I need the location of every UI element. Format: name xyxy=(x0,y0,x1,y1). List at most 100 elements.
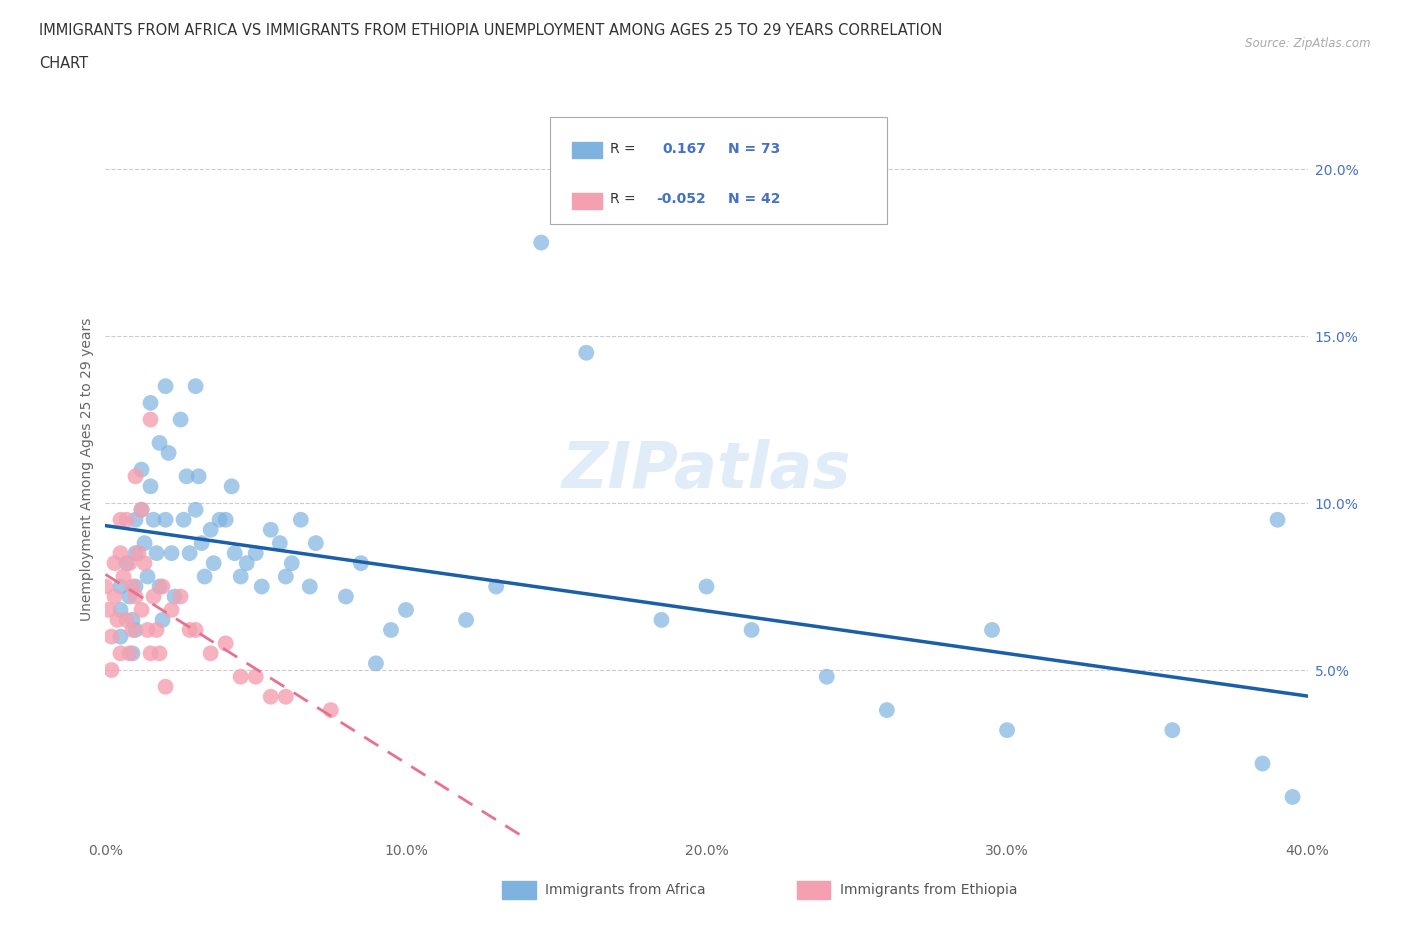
Point xyxy=(155,379,177,393)
Point xyxy=(214,636,236,651)
Point xyxy=(575,345,598,360)
Point xyxy=(110,579,132,594)
Point xyxy=(155,512,177,527)
Point xyxy=(118,645,141,660)
Point xyxy=(148,435,170,450)
Point xyxy=(142,512,165,527)
Text: N = 73: N = 73 xyxy=(728,141,780,155)
Point xyxy=(121,613,143,628)
Point xyxy=(1281,790,1303,804)
Point xyxy=(1161,723,1184,737)
Text: Source: ZipAtlas.com: Source: ZipAtlas.com xyxy=(1246,37,1371,50)
FancyBboxPatch shape xyxy=(572,142,602,158)
Point xyxy=(1251,756,1274,771)
Point xyxy=(136,622,159,637)
Point xyxy=(112,569,135,584)
Text: -0.052: -0.052 xyxy=(657,193,706,206)
Point xyxy=(110,645,132,660)
Point xyxy=(260,689,283,704)
Point xyxy=(131,502,153,517)
Point xyxy=(124,589,146,604)
Point xyxy=(115,512,138,527)
Point xyxy=(380,622,402,637)
Point xyxy=(815,670,838,684)
Point xyxy=(139,395,162,410)
Point xyxy=(124,579,146,594)
Point xyxy=(179,546,201,561)
Point xyxy=(124,622,146,637)
Point xyxy=(94,579,117,594)
Point xyxy=(454,613,477,628)
Point xyxy=(260,523,283,538)
Point xyxy=(121,622,143,637)
Point xyxy=(235,556,257,571)
Point xyxy=(121,645,143,660)
Text: CHART: CHART xyxy=(39,56,89,71)
Point xyxy=(274,569,297,584)
Point xyxy=(152,579,174,594)
Point xyxy=(395,603,418,618)
Point xyxy=(139,412,162,427)
Point xyxy=(139,479,162,494)
Point xyxy=(184,502,207,517)
Point xyxy=(650,613,672,628)
Point xyxy=(169,412,191,427)
Point xyxy=(128,546,150,561)
Point xyxy=(290,512,312,527)
Point xyxy=(131,462,153,477)
Point xyxy=(485,579,508,594)
Point xyxy=(169,589,191,604)
Point xyxy=(160,603,183,618)
Point xyxy=(157,445,180,460)
Point xyxy=(281,556,304,571)
Text: N = 42: N = 42 xyxy=(728,193,780,206)
Point xyxy=(136,569,159,584)
Point xyxy=(364,656,387,671)
Point xyxy=(103,589,125,604)
Point xyxy=(163,589,186,604)
Point xyxy=(221,479,243,494)
Point xyxy=(148,645,170,660)
Point xyxy=(184,622,207,637)
Point xyxy=(124,546,146,561)
Text: IMMIGRANTS FROM AFRICA VS IMMIGRANTS FROM ETHIOPIA UNEMPLOYMENT AMONG AGES 25 TO: IMMIGRANTS FROM AFRICA VS IMMIGRANTS FRO… xyxy=(39,23,943,38)
Text: Immigrants from Ethiopia: Immigrants from Ethiopia xyxy=(839,883,1018,897)
Point xyxy=(208,512,231,527)
Point xyxy=(200,645,222,660)
Text: R =: R = xyxy=(610,193,640,206)
Point xyxy=(131,603,153,618)
Point xyxy=(176,469,198,484)
Point xyxy=(245,670,267,684)
Point xyxy=(229,569,252,584)
FancyBboxPatch shape xyxy=(502,881,536,898)
Point xyxy=(118,589,141,604)
Point xyxy=(103,556,125,571)
Point xyxy=(274,689,297,704)
Point xyxy=(97,603,120,618)
Point xyxy=(160,546,183,561)
Point xyxy=(305,536,328,551)
Point xyxy=(145,622,167,637)
Point xyxy=(115,613,138,628)
FancyBboxPatch shape xyxy=(572,193,602,209)
Point xyxy=(148,579,170,594)
Point xyxy=(152,613,174,628)
Point xyxy=(100,630,122,644)
Point xyxy=(124,512,146,527)
Point xyxy=(100,662,122,677)
Text: R =: R = xyxy=(610,141,640,155)
Point xyxy=(224,546,246,561)
Point xyxy=(530,235,553,250)
Point xyxy=(110,512,132,527)
Point xyxy=(139,645,162,660)
Point xyxy=(269,536,291,551)
Point xyxy=(298,579,321,594)
Point xyxy=(194,569,217,584)
Point xyxy=(142,589,165,604)
Text: 0.167: 0.167 xyxy=(662,141,706,155)
Point xyxy=(1267,512,1289,527)
Point xyxy=(245,546,267,561)
Point xyxy=(190,536,212,551)
Point xyxy=(134,536,156,551)
Point xyxy=(187,469,209,484)
